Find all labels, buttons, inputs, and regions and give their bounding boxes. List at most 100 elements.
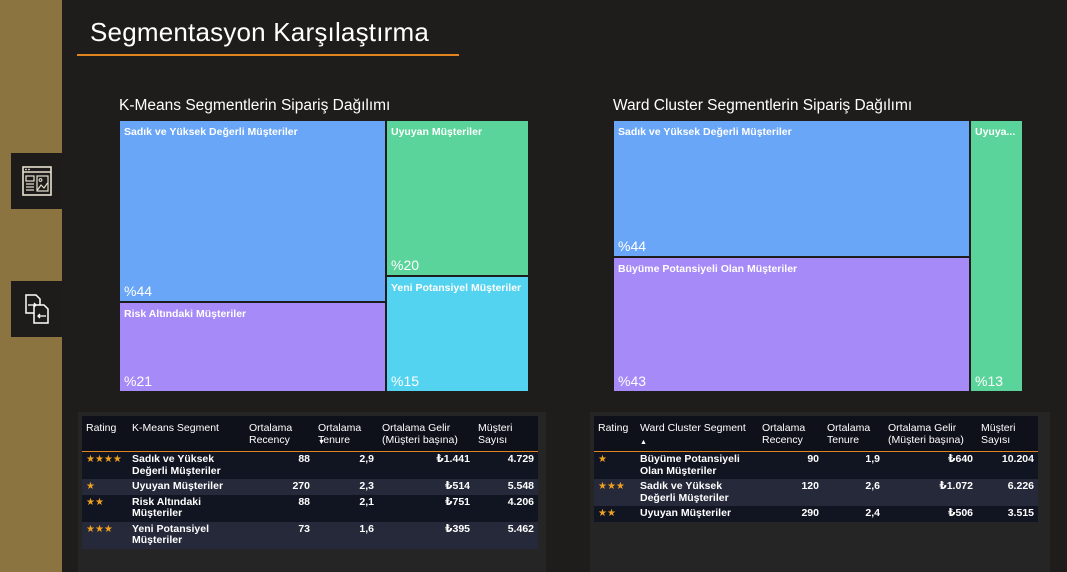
sayi-cell: 5.548 (474, 479, 538, 495)
table-row[interactable]: ★★ Uyuyan Müşteriler 290 2,4 ₺506 3.515 (594, 506, 1038, 522)
sidebar-item-compare[interactable] (11, 281, 62, 337)
sayi-cell: 10.204 (977, 451, 1038, 479)
tile-value: %21 (124, 373, 153, 389)
table-row[interactable]: ★ Büyüme Potansiyeli Olan Müşteriler 90 … (594, 451, 1038, 479)
rating-stars: ★★ (82, 494, 128, 522)
table-row[interactable]: ★★★★ Sadık ve Yüksek Değerli Müşteriler … (82, 451, 538, 479)
tile-label: Uyuyan Müşteriler (391, 126, 483, 138)
tile-value: %44 (618, 238, 647, 254)
rating-stars: ★★★ (82, 521, 128, 549)
col-header-sayi[interactable]: Müşteri Sayısı (474, 416, 538, 452)
gelir-cell: ₺514 (378, 479, 474, 495)
tenure-cell: 2,9 (314, 451, 378, 479)
ward-treemap-title: Ward Cluster Segmentlerin Sipariş Dağılı… (613, 97, 913, 114)
gelir-cell: ₺751 (378, 494, 474, 522)
tile-label: Risk Altındaki Müşteriler (124, 308, 247, 320)
segment-cell: Sadık ve Yüksek Değerli Müşteriler (636, 479, 758, 506)
recency-cell: 73 (245, 521, 314, 549)
segment-cell: Sadık ve Yüksek Değerli Müşteriler (128, 451, 245, 479)
header-label: Ortalama Tenure (318, 422, 362, 446)
gelir-cell: ₺640 (884, 451, 977, 479)
gelir-cell: ₺1.072 (884, 479, 977, 506)
recency-cell: 120 (758, 479, 823, 506)
tenure-cell: 2,6 (823, 479, 884, 506)
segment-cell: Yeni Potansiyel Müşteriler (128, 521, 245, 549)
ward-table: Rating Ward Cluster Segment ▲ Ortalama Re… (594, 416, 1038, 522)
col-header-tenure[interactable]: Ortalama Tenure ▼ (314, 416, 378, 452)
treemap-tile[interactable]: Uyuya... %13 (970, 120, 1023, 392)
table-row[interactable]: ★★ Risk Altındaki Müşteriler 88 2,1 ₺751… (82, 494, 538, 522)
rating-stars: ★★★★ (82, 451, 128, 479)
sort-asc-icon: ▲ (640, 439, 647, 446)
recency-cell: 270 (245, 479, 314, 495)
treemap-tile[interactable]: Uyuyan Müşteriler %20 (386, 120, 529, 276)
tile-value: %15 (391, 373, 420, 389)
kmeans-treemap: Sadık ve Yüksek Değerli Müşteriler %44 R… (119, 120, 529, 392)
tenure-cell: 2,4 (823, 506, 884, 522)
treemap-tile[interactable]: Yeni Potansiyel Müşteriler %15 (386, 276, 529, 392)
table-row[interactable]: ★ Uyuyan Müşteriler 270 2,3 ₺514 5.548 (82, 479, 538, 495)
tile-value: %20 (391, 257, 420, 273)
kmeans-table: Rating K-Means Segment Ortalama Recency … (82, 416, 538, 549)
table-row[interactable]: ★★★ Sadık ve Yüksek Değerli Müşteriler 1… (594, 479, 1038, 506)
tenure-cell: 1,6 (314, 521, 378, 549)
segment-cell: Risk Altındaki Müşteriler (128, 494, 245, 522)
rating-stars: ★ (82, 479, 128, 495)
treemap-tile[interactable]: Sadık ve Yüksek Değerli Müşteriler %44 (613, 120, 970, 257)
recency-cell: 90 (758, 451, 823, 479)
segment-cell: Uyuyan Müşteriler (128, 479, 245, 495)
recency-cell: 290 (758, 506, 823, 522)
compare-files-icon (24, 294, 49, 324)
col-header-sayi[interactable]: Müşteri Sayısı (977, 416, 1038, 452)
col-header-recency[interactable]: Ortalama Recency (245, 416, 314, 452)
gelir-cell: ₺1.441 (378, 451, 474, 479)
header-label: Ward Cluster Segment (640, 422, 746, 434)
title-underline (77, 54, 459, 56)
table-row[interactable]: ★★★ Yeni Potansiyel Müşteriler 73 1,6 ₺3… (82, 521, 538, 549)
rating-stars: ★ (594, 451, 636, 479)
gelir-cell: ₺506 (884, 506, 977, 522)
col-header-segment[interactable]: K-Means Segment (128, 416, 245, 452)
dashboard-layout-icon (21, 166, 52, 196)
sort-desc-icon: ▼ (318, 439, 325, 446)
ward-treemap: Sadık ve Yüksek Değerli Müşteriler %44 B… (613, 120, 1023, 392)
sidebar-item-dashboard[interactable] (11, 153, 62, 209)
treemap-tile[interactable]: Risk Altındaki Müşteriler %21 (119, 302, 386, 392)
tenure-cell: 2,3 (314, 479, 378, 495)
col-header-segment[interactable]: Ward Cluster Segment ▲ (636, 416, 758, 452)
sayi-cell: 6.226 (977, 479, 1038, 506)
col-header-tenure[interactable]: Ortalama Tenure (823, 416, 884, 452)
tile-label: Uyuya... (975, 126, 1016, 138)
col-header-gelir[interactable]: Ortalama Gelir (Müşteri başına) (378, 416, 474, 452)
tile-value: %43 (618, 373, 647, 389)
segment-cell: Uyuyan Müşteriler (636, 506, 758, 522)
tile-label: Sadık ve Yüksek Değerli Müşteriler (124, 126, 298, 138)
col-header-rating[interactable]: Rating (82, 416, 128, 452)
tile-value: %44 (124, 283, 153, 299)
treemap-tile[interactable]: Büyüme Potansiyeli Olan Müşteriler %43 (613, 257, 970, 392)
sayi-cell: 4.729 (474, 451, 538, 479)
sayi-cell: 5.462 (474, 521, 538, 549)
rating-stars: ★★★ (594, 479, 636, 506)
sidebar (0, 0, 62, 572)
rating-stars: ★★ (594, 506, 636, 522)
tenure-cell: 1,9 (823, 451, 884, 479)
tile-label: Sadık ve Yüksek Değerli Müşteriler (618, 126, 792, 138)
gelir-cell: ₺395 (378, 521, 474, 549)
tile-label: Büyüme Potansiyeli Olan Müşteriler (618, 263, 798, 275)
tile-label: Yeni Potansiyel Müşteriler (391, 282, 522, 294)
col-header-rating[interactable]: Rating (594, 416, 636, 452)
col-header-recency[interactable]: Ortalama Recency (758, 416, 823, 452)
col-header-gelir[interactable]: Ortalama Gelir (Müşteri başına) (884, 416, 977, 452)
page-title: Segmentasyon Karşılaştırma (90, 17, 430, 47)
recency-cell: 88 (245, 494, 314, 522)
tenure-cell: 2,1 (314, 494, 378, 522)
ward-table-panel: Rating Ward Cluster Segment ▲ Ortalama Re… (590, 412, 1050, 572)
kmeans-table-panel: Rating K-Means Segment Ortalama Recency … (78, 412, 546, 572)
sayi-cell: 4.206 (474, 494, 538, 522)
tile-value: %13 (975, 373, 1004, 389)
treemap-tile[interactable]: Sadık ve Yüksek Değerli Müşteriler %44 (119, 120, 386, 302)
kmeans-treemap-title: K-Means Segmentlerin Sipariş Dağılımı (119, 97, 391, 114)
sayi-cell: 3.515 (977, 506, 1038, 522)
recency-cell: 88 (245, 451, 314, 479)
